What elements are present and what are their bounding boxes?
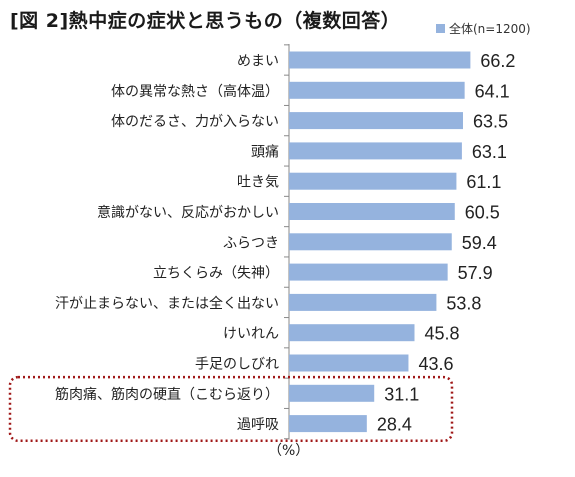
bar bbox=[289, 354, 409, 372]
bar bbox=[289, 203, 455, 220]
chart-title: [図 2]熱中症の症状と思うもの（複数回答） bbox=[10, 10, 401, 32]
legend-label: 全体(n=1200) bbox=[449, 22, 531, 36]
bar bbox=[289, 51, 471, 69]
category-label: 体のだるさ、力が入らない bbox=[111, 114, 279, 130]
value-label: 43.6 bbox=[418, 354, 453, 374]
category-label: 過呼吸 bbox=[237, 417, 279, 433]
category-label: けいれん bbox=[223, 326, 279, 342]
value-label: 59.4 bbox=[462, 233, 497, 253]
unit-label: （%） bbox=[268, 443, 310, 459]
legend: 全体(n=1200) bbox=[436, 20, 531, 37]
category-label: 頭痛 bbox=[251, 143, 279, 160]
value-label: 45.8 bbox=[424, 324, 459, 344]
category-label: 体の異常な熱さ（高体温） bbox=[111, 83, 279, 100]
value-label: 66.2 bbox=[480, 51, 515, 71]
bar bbox=[289, 233, 452, 251]
category-label: 汗が止まらない、または全く出ない bbox=[55, 295, 279, 312]
value-label: 28.4 bbox=[377, 415, 412, 435]
bar bbox=[289, 263, 448, 281]
legend-swatch bbox=[436, 24, 445, 33]
category-label: 立ちくらみ（失神） bbox=[153, 266, 279, 282]
bar bbox=[289, 324, 415, 342]
bar bbox=[289, 415, 367, 433]
value-label: 64.1 bbox=[475, 81, 510, 101]
value-label: 60.5 bbox=[465, 203, 500, 223]
bar bbox=[289, 112, 463, 130]
value-label: 63.1 bbox=[472, 142, 507, 162]
bar bbox=[289, 81, 465, 99]
category-label: ふらつき bbox=[223, 235, 279, 251]
highlight-box bbox=[8, 375, 454, 442]
category-label: 意識がない、反応がおかしい bbox=[97, 204, 279, 221]
value-label: 31.1 bbox=[384, 384, 419, 404]
value-label: 57.9 bbox=[458, 263, 493, 283]
bar bbox=[289, 293, 437, 311]
category-label: 手足のしびれ bbox=[195, 357, 279, 373]
category-label: 吐き気 bbox=[237, 175, 279, 191]
value-label: 63.5 bbox=[473, 112, 508, 132]
category-label: めまい bbox=[237, 54, 279, 70]
bar bbox=[289, 384, 375, 402]
value-label: 61.1 bbox=[466, 172, 501, 192]
category-label: 筋肉痛、筋肉の硬直（こむら返り） bbox=[55, 386, 279, 403]
bar bbox=[289, 172, 457, 190]
bar bbox=[289, 142, 462, 160]
value-label: 53.8 bbox=[446, 293, 481, 313]
